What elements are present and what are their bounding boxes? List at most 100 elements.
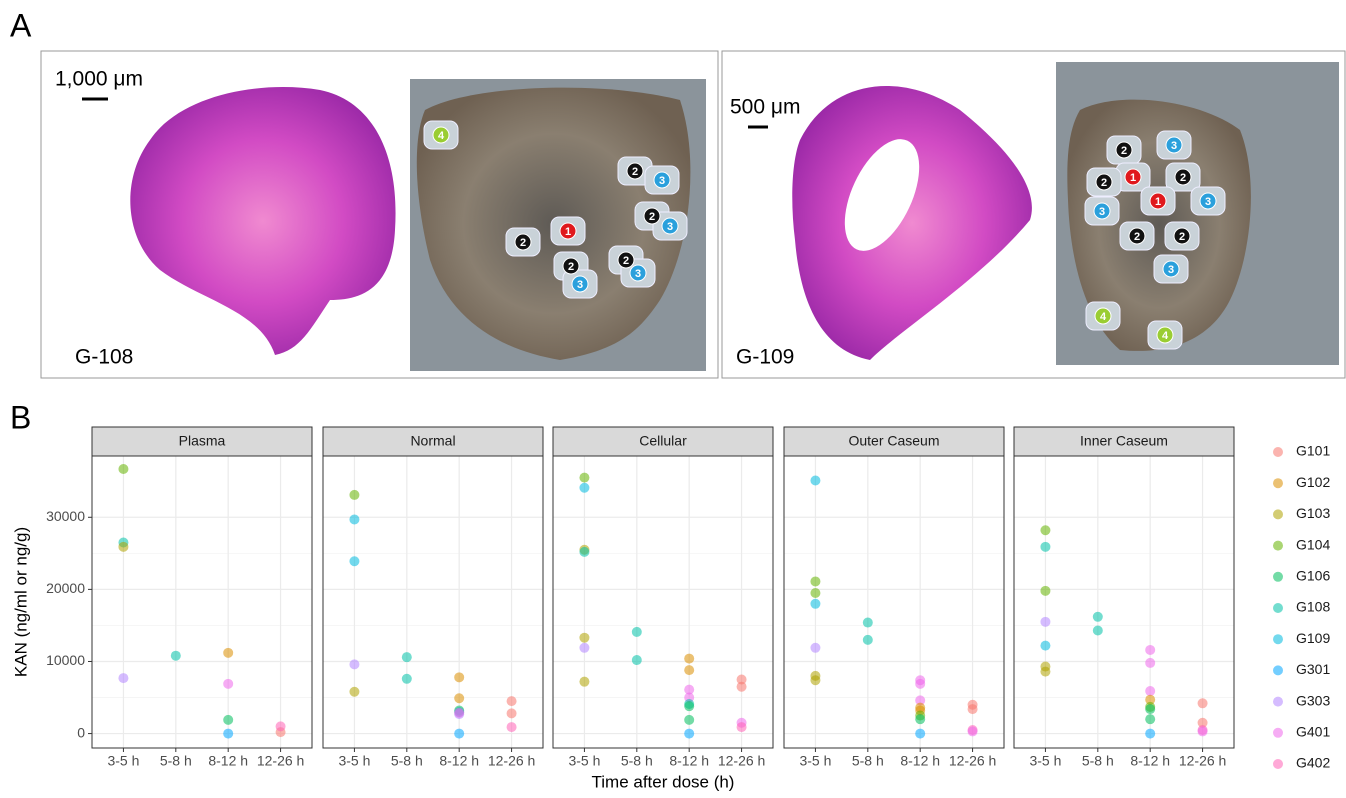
data-point	[684, 729, 694, 739]
x-tick-label: 3-5 h	[799, 753, 831, 769]
data-point	[276, 721, 286, 731]
data-point	[684, 654, 694, 664]
data-point	[1145, 729, 1155, 739]
region-label: 4	[1162, 330, 1169, 342]
x-tick-label: 12-26 h	[949, 753, 996, 769]
data-point	[118, 542, 128, 552]
data-point	[863, 635, 873, 645]
legend-marker	[1273, 478, 1283, 488]
region-label: 3	[1171, 140, 1177, 152]
legend-label: G109	[1296, 630, 1330, 646]
data-point	[737, 682, 747, 692]
region-label: 2	[1179, 231, 1185, 243]
x-tick-label: 12-26 h	[718, 753, 765, 769]
x-tick-label: 8-12 h	[900, 753, 940, 769]
data-point	[968, 726, 978, 736]
x-tick-label: 5-8 h	[391, 753, 423, 769]
region-label: 4	[438, 130, 445, 142]
legend-label: G303	[1296, 692, 1330, 708]
data-point	[1198, 698, 1208, 708]
x-tick-label: 5-8 h	[852, 753, 884, 769]
data-point	[810, 643, 820, 653]
data-point	[1145, 645, 1155, 655]
data-point	[507, 722, 517, 732]
data-point	[915, 679, 925, 689]
region-label: 2	[568, 261, 574, 273]
region-label: 2	[1134, 231, 1140, 243]
data-point	[118, 673, 128, 683]
legend-label: G402	[1296, 755, 1330, 771]
data-point	[223, 679, 233, 689]
region-label: 4	[1100, 311, 1107, 323]
legend-label: G102	[1296, 474, 1330, 490]
x-tick-label: 5-8 h	[160, 753, 192, 769]
data-point	[223, 729, 233, 739]
facet-title: Outer Caseum	[848, 433, 939, 449]
x-tick-label: 5-8 h	[1082, 753, 1114, 769]
data-point	[454, 672, 464, 682]
legend-marker	[1273, 541, 1283, 551]
region-label: 1	[565, 226, 571, 238]
region-label: 3	[577, 279, 583, 291]
data-point	[1040, 525, 1050, 535]
data-point	[171, 651, 181, 661]
region-label: 2	[623, 255, 629, 267]
region-label: 3	[659, 175, 665, 187]
data-point	[1198, 726, 1208, 736]
y-tick-label: 30000	[46, 508, 85, 524]
region-label: 2	[632, 166, 638, 178]
data-point	[810, 476, 820, 486]
data-point	[349, 659, 359, 669]
y-axis-title: KAN (ng/ml or ng/g)	[11, 527, 30, 677]
region-label: 2	[649, 211, 655, 223]
x-tick-label: 8-12 h	[669, 753, 709, 769]
data-point	[1040, 586, 1050, 596]
data-point	[454, 729, 464, 739]
data-point	[1093, 625, 1103, 635]
data-point	[349, 687, 359, 697]
data-point	[223, 648, 233, 658]
data-point	[1040, 641, 1050, 651]
facet-title: Inner Caseum	[1080, 433, 1168, 449]
x-tick-label: 8-12 h	[1130, 753, 1170, 769]
x-tick-label: 3-5 h	[107, 753, 139, 769]
data-point	[579, 633, 589, 643]
x-axis-title: Time after dose (h)	[592, 772, 735, 791]
data-point	[507, 708, 517, 718]
data-point	[810, 576, 820, 586]
region-label: 1	[1130, 172, 1136, 184]
data-point	[915, 714, 925, 724]
region-label: 3	[635, 268, 641, 280]
x-tick-label: 3-5 h	[568, 753, 600, 769]
y-tick-label: 10000	[46, 652, 85, 668]
data-point	[223, 715, 233, 725]
legend-label: G106	[1296, 568, 1330, 584]
region-label: 2	[1180, 172, 1186, 184]
data-point	[1093, 612, 1103, 622]
data-point	[863, 618, 873, 628]
data-point	[1040, 542, 1050, 552]
panel-label: B	[10, 399, 31, 435]
legend-marker	[1273, 665, 1283, 675]
legend-marker	[1273, 572, 1283, 582]
sample-id: G-108	[75, 346, 133, 369]
data-point	[1040, 617, 1050, 627]
legend-label: G103	[1296, 505, 1330, 521]
y-tick-label: 0	[77, 724, 85, 740]
data-point	[579, 547, 589, 557]
legend-label: G104	[1296, 536, 1330, 552]
x-tick-label: 12-26 h	[1179, 753, 1226, 769]
data-point	[579, 643, 589, 653]
legend-label: G301	[1296, 661, 1330, 677]
data-point	[684, 715, 694, 725]
data-point	[737, 722, 747, 732]
data-point	[915, 729, 925, 739]
facet-title: Cellular	[639, 433, 687, 449]
data-point	[810, 675, 820, 685]
region-label: 2	[1121, 145, 1127, 157]
data-point	[507, 696, 517, 706]
legend-marker	[1273, 634, 1283, 644]
scale-label: 1,000 μm	[55, 68, 143, 91]
region-label: 3	[667, 221, 673, 233]
region-label: 2	[520, 237, 526, 249]
